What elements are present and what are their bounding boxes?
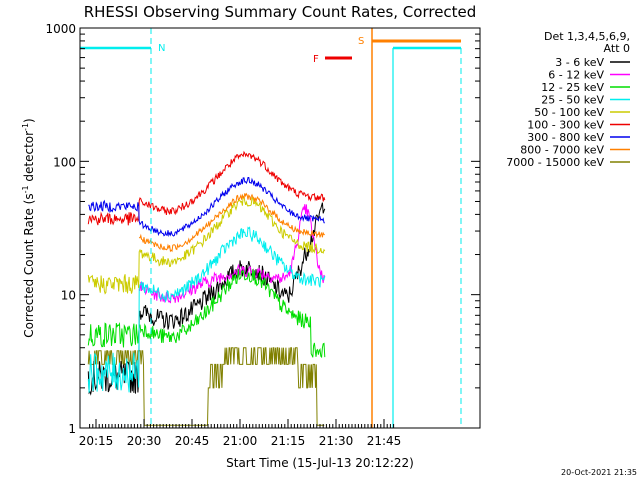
- x-tick-label: 20:30: [127, 434, 162, 448]
- annotations: N F S: [80, 28, 462, 428]
- plot-frame: [79, 27, 481, 429]
- legend-label: 800 - 7000 keV: [520, 144, 604, 157]
- y-axis-label: Corrected Count Rate (s-1 detector-1): [21, 118, 36, 337]
- y-tick-label: 10: [61, 289, 76, 303]
- legend-label: 7000 - 15000 keV: [506, 156, 604, 169]
- x-tick-label: 20:45: [175, 434, 210, 448]
- x-tick-label: 21:15: [271, 434, 306, 448]
- y-tick-label: 100: [53, 155, 76, 169]
- timestamp: 20-Oct-2021 21:35: [561, 468, 637, 477]
- flare-label: F: [313, 54, 319, 65]
- x-tick-label: 21:45: [367, 434, 402, 448]
- series-line: [87, 195, 326, 295]
- x-axis: 20:15 20:30 20:45 21:00 21:15 21:30 21:45: [79, 419, 402, 448]
- night-label: N: [158, 43, 165, 54]
- legend-label: 6 - 12 keV: [548, 69, 604, 82]
- series-line: [87, 202, 326, 396]
- legend-label: 12 - 25 keV: [541, 81, 604, 94]
- x-tick-label: 21:30: [319, 434, 354, 448]
- y-axis: 1 10 100 1000: [45, 22, 480, 436]
- y-label-mid: detector: [22, 131, 36, 186]
- series-line: [87, 268, 326, 359]
- legend-label: 300 - 800 keV: [527, 131, 604, 144]
- series-line: [138, 204, 326, 304]
- y-label-sup1: -1: [21, 185, 30, 193]
- legend-label: 3 - 6 keV: [555, 56, 604, 69]
- legend-header-2: Att 0: [604, 42, 630, 55]
- series-line: [87, 226, 326, 393]
- y-tick-label: 1000: [45, 22, 76, 36]
- series-line: [138, 192, 325, 253]
- x-tick-label: 21:00: [223, 434, 258, 448]
- y-label-end: ): [22, 118, 36, 123]
- series-line: [88, 177, 325, 238]
- chart-title: RHESSI Observing Summary Count Rates, Co…: [84, 3, 477, 21]
- series-line: [87, 347, 325, 426]
- series-line: [87, 150, 326, 226]
- x-tick-label: 20:15: [79, 434, 114, 448]
- y-label-sup2: -1: [21, 123, 30, 131]
- legend-label: 25 - 50 keV: [541, 94, 604, 107]
- y-label-main: Corrected Count Rate (s: [22, 193, 36, 337]
- plot-lines: [87, 150, 326, 426]
- x-axis-label: Start Time (15-Jul-13 20:12:22): [226, 456, 414, 470]
- legend-label: 50 - 100 keV: [534, 106, 604, 119]
- saa-label: S: [358, 36, 364, 47]
- y-tick-label: 1: [68, 422, 76, 436]
- legend-header-1: Det 1,3,4,5,6,9,: [544, 30, 630, 43]
- legend-label: 100 - 300 keV: [527, 119, 604, 132]
